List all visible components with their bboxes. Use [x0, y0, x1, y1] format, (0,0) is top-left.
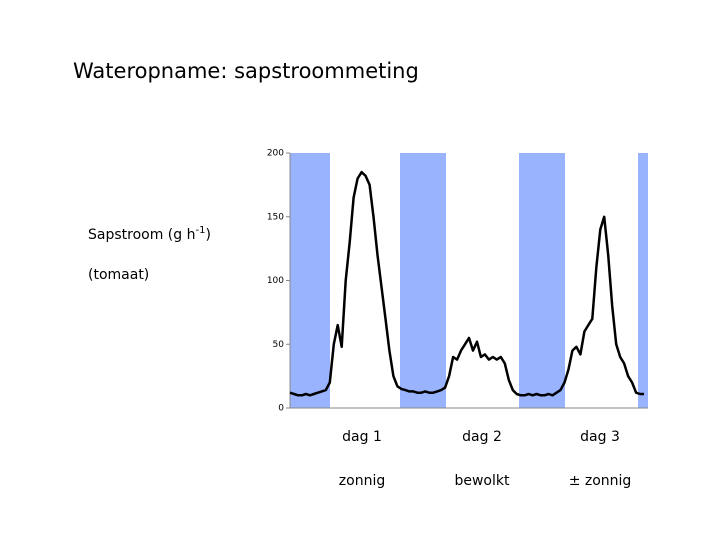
day-note: ± zonnig	[569, 473, 632, 489]
y-label-main: Sapstroom (g h	[88, 227, 195, 243]
night-band	[400, 153, 446, 408]
night-band	[638, 153, 648, 408]
day-label: dag 3	[580, 429, 620, 445]
day-note: zonnig	[339, 473, 385, 489]
night-band	[519, 153, 565, 408]
y-tick-label: 100	[267, 276, 284, 286]
y-tick-label: 150	[267, 212, 284, 222]
night-band	[290, 153, 330, 408]
day-label: dag 2	[462, 429, 502, 445]
sap-flow-line	[289, 170, 644, 397]
y-tick-label: 200	[267, 149, 284, 159]
y-tick-label: 50	[273, 340, 285, 350]
y-label-sup: -1	[195, 225, 205, 236]
slide-title: Wateropname: sapstroommeting	[73, 59, 419, 83]
y-sublabel: (tomaat)	[88, 267, 149, 283]
day-label: dag 1	[342, 429, 382, 445]
day-note: bewolkt	[454, 473, 510, 489]
y-label-end: )	[205, 227, 210, 243]
y-label: Sapstroom (g h-1)	[88, 225, 211, 243]
y-tick-label: 0	[278, 404, 284, 414]
night-bands	[290, 153, 648, 408]
